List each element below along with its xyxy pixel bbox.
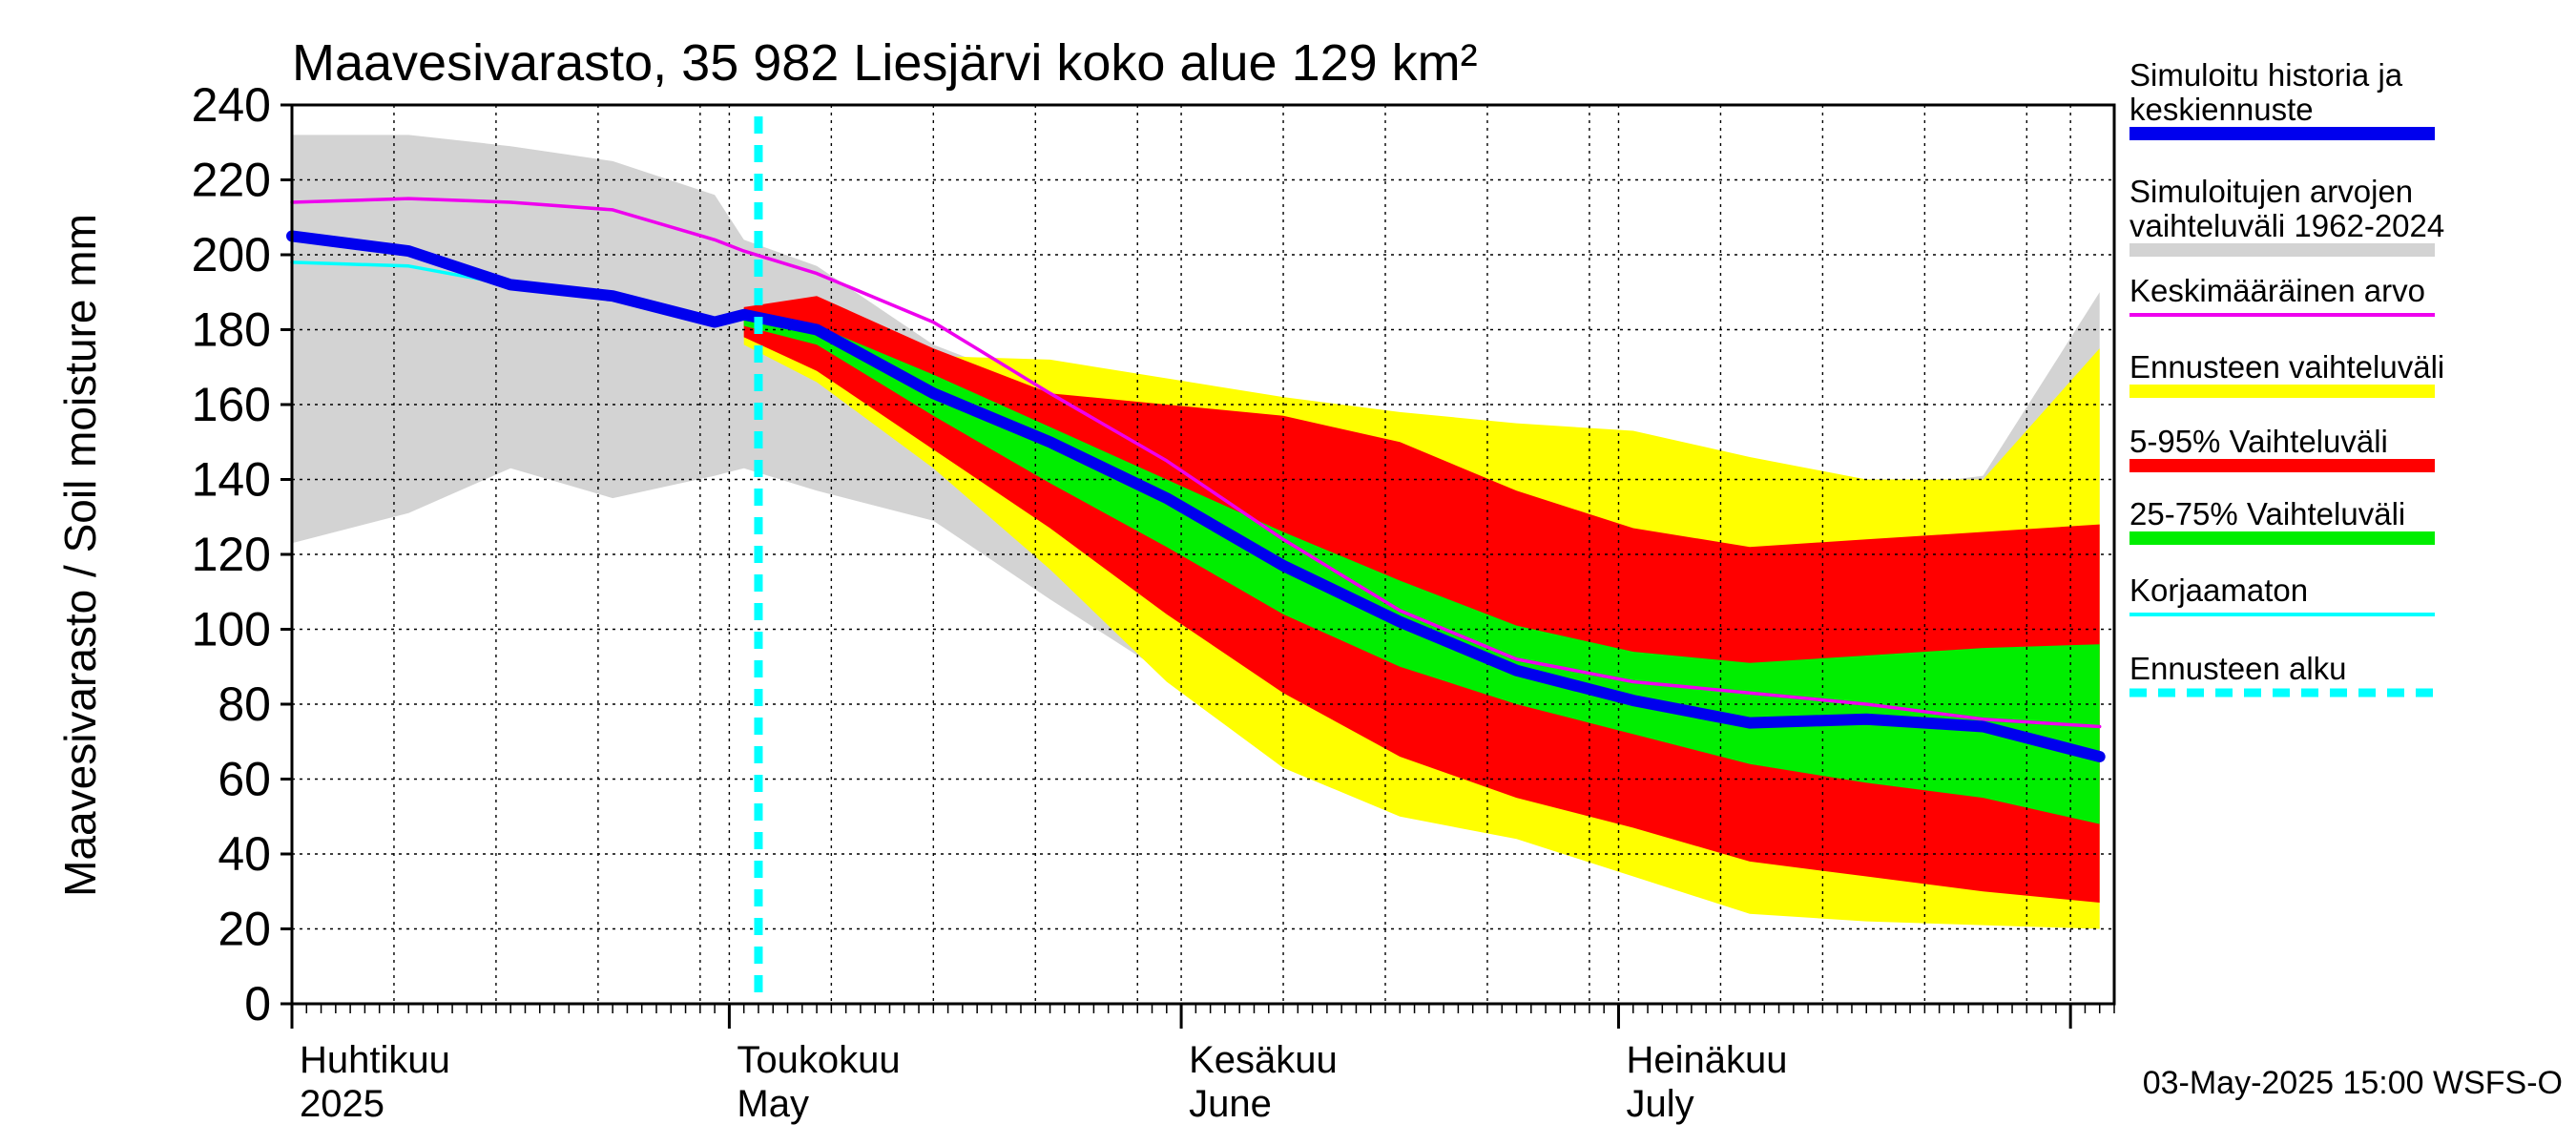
y-tick-label: 100: [192, 603, 271, 656]
month-label-fi: Toukokuu: [737, 1039, 900, 1081]
y-tick-label: 80: [218, 677, 271, 731]
y-tick-label: 240: [192, 78, 271, 132]
legend-label: Simuloitujen arvojen: [2129, 174, 2413, 209]
mean-value-line: [290, 197, 2102, 729]
y-tick-label: 40: [218, 827, 271, 881]
legend-label: Ennusteen vaihteluväli: [2129, 349, 2444, 385]
month-label-en: July: [1626, 1083, 1693, 1125]
legend-label: Keskimääräinen arvo: [2129, 273, 2425, 308]
chart-title: Maavesivarasto, 35 982 Liesjärvi koko al…: [292, 34, 1478, 92]
y-tick-label: 180: [192, 303, 271, 357]
y-tick-label: 0: [244, 977, 271, 1030]
y-tick-label: 20: [218, 903, 271, 956]
month-label-en: 2025: [300, 1083, 384, 1125]
simulated-history-forecast-line: [286, 230, 2106, 762]
month-label-fi: Huhtikuu: [300, 1039, 450, 1081]
legend-label: keskiennuste: [2129, 92, 2314, 127]
legend-label: 5-95% Vaihteluväli: [2129, 424, 2388, 459]
y-tick-label: 60: [218, 753, 271, 806]
y-tick-label: 120: [192, 528, 271, 581]
y-tick-label: 160: [192, 378, 271, 431]
legend-label: Korjaamaton: [2129, 572, 2308, 608]
legend-label: 25-75% Vaihteluväli: [2129, 496, 2405, 531]
legend-label: vaihteluväli 1962-2024: [2129, 208, 2444, 243]
month-label-en: June: [1189, 1083, 1272, 1125]
month-label-en: May: [737, 1083, 809, 1125]
y-tick-label: 200: [192, 228, 271, 281]
legend-label: Ennusteen alku: [2129, 651, 2347, 686]
month-label-fi: Heinäkuu: [1626, 1039, 1787, 1081]
legend-label: Simuloitu historia ja: [2129, 57, 2403, 93]
month-label-fi: Kesäkuu: [1189, 1039, 1338, 1081]
y-tick-label: 140: [192, 453, 271, 507]
range-25-75-band: [743, 318, 2100, 824]
y-axis-label: Maavesivarasto / Soil moisture mm: [55, 214, 105, 897]
y-tick-label: 220: [192, 154, 271, 207]
footer-timestamp: 03-May-2025 15:00 WSFS-O: [2143, 1065, 2563, 1101]
